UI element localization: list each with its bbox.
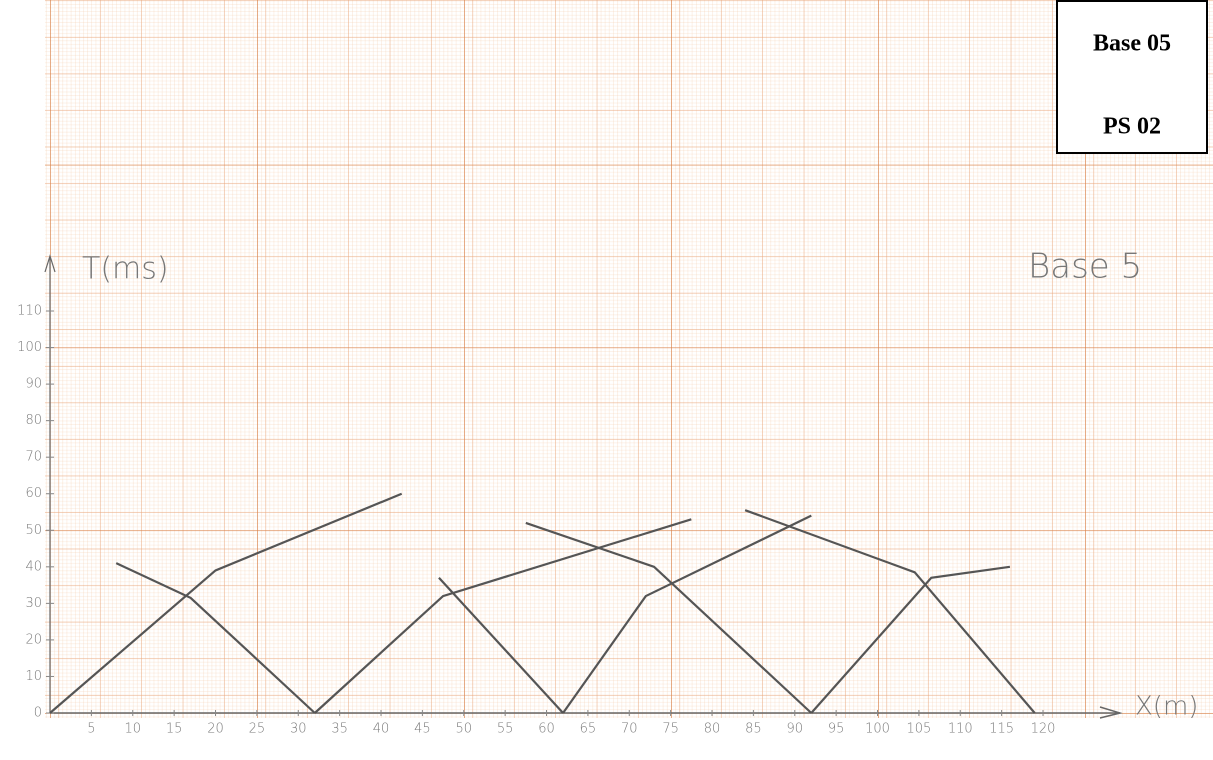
x-tick-label: 60 [538, 722, 555, 737]
travel-time-line [438, 577, 564, 714]
y-tick-label: 40 [25, 559, 42, 574]
x-tick-label: 95 [828, 722, 845, 737]
y-tick-label: 50 [25, 523, 42, 538]
y-tick-label: 110 [17, 304, 42, 319]
x-tick-label: 65 [580, 722, 597, 737]
y-axis-label: T(ms) [82, 252, 169, 287]
x-tick-label: 110 [948, 722, 973, 737]
x-tick-label: 80 [704, 722, 721, 737]
x-tick-label: 70 [621, 722, 638, 737]
x-tick-label: 50 [455, 722, 472, 737]
x-tick-label: 90 [786, 722, 803, 737]
y-tick-label: 60 [25, 486, 42, 501]
label-box [1056, 0, 1208, 154]
graph-paper [45, 0, 1213, 718]
y-tick-label: 20 [25, 632, 42, 647]
y-tick-label: 90 [25, 377, 42, 392]
y-tick-label: 100 [17, 340, 42, 355]
y-tick-label: 0 [34, 706, 42, 721]
x-tick-label: 75 [662, 722, 679, 737]
travel-time-line [562, 514, 812, 714]
x-tick-label: 100 [865, 722, 890, 737]
box-line: PS 02 [1103, 114, 1161, 140]
travel-time-line [525, 521, 813, 714]
x-axis-label: X(m) [1135, 692, 1198, 722]
travel-time-line [49, 492, 403, 714]
x-tick-label: 25 [249, 722, 266, 737]
x-tick-label: 30 [290, 722, 307, 737]
x-tick-label: 35 [331, 722, 348, 737]
travel-time-line [115, 562, 316, 714]
x-tick-label: 20 [207, 722, 224, 737]
y-tick-label: 70 [25, 450, 42, 465]
y-tick-label: 30 [25, 596, 42, 611]
x-tick-label: 85 [745, 722, 762, 737]
travel-time-line [744, 509, 1036, 714]
x-axis-arrow [1099, 706, 1123, 719]
x-tick-label: 40 [373, 722, 390, 737]
annotation: Base 5 [1028, 247, 1142, 287]
travel-time-line [314, 518, 692, 714]
x-tick-label: 105 [906, 722, 931, 737]
x-tick-label: 120 [1031, 722, 1056, 737]
x-tick-label: 10 [124, 722, 141, 737]
y-tick-label: 10 [25, 669, 42, 684]
x-tick-label: 45 [414, 722, 431, 737]
y-tick-label: 80 [25, 413, 42, 428]
x-tick-label: 15 [166, 722, 183, 737]
travel-time-line [810, 565, 1011, 714]
y-axis-arrow [44, 253, 56, 273]
x-tick-label: 55 [497, 722, 514, 737]
x-tick-label: 115 [989, 722, 1014, 737]
x-tick-label: 5 [87, 722, 95, 737]
box-line: Base 05 [1093, 31, 1171, 57]
